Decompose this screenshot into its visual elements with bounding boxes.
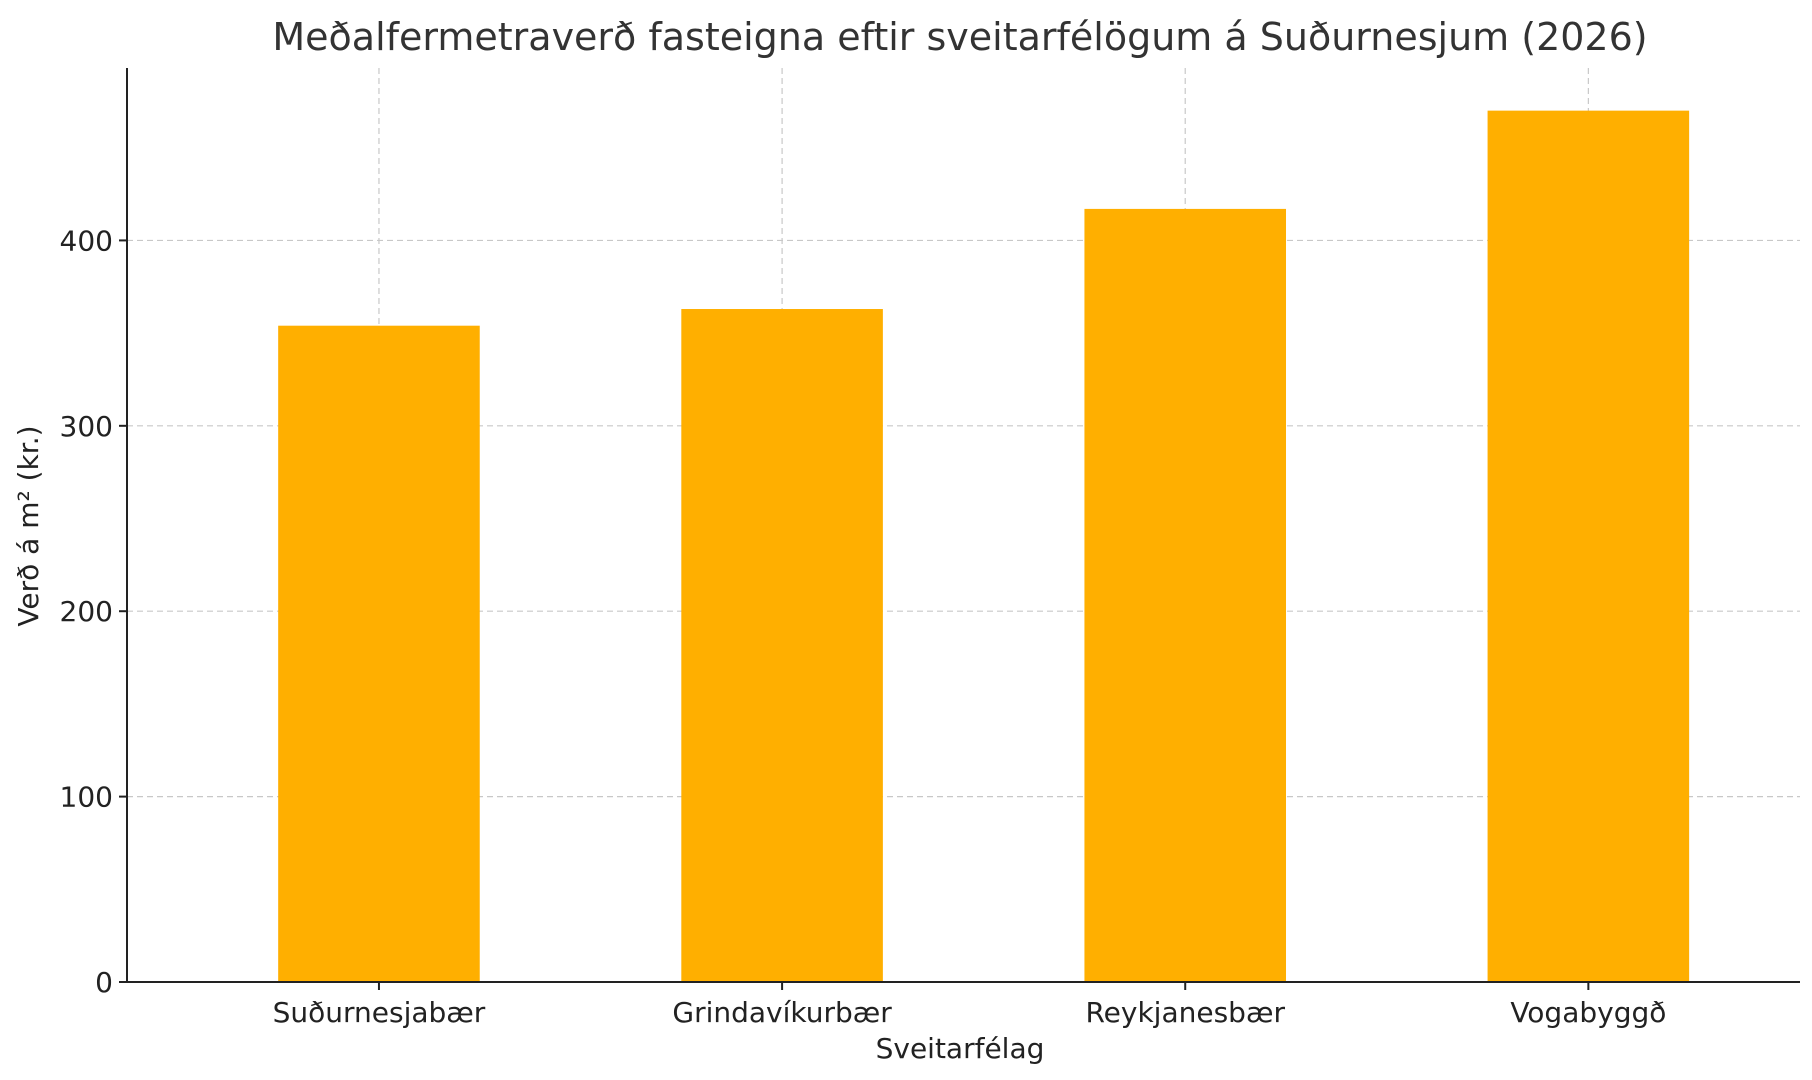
bar: [1084, 208, 1287, 982]
y-tick-label: 400: [60, 224, 113, 257]
x-tick-label: Vogabyggð: [1510, 996, 1666, 1029]
bar: [681, 309, 883, 983]
chart-title: Meðalfermetraverð fasteigna eftir sveita…: [272, 15, 1647, 59]
bar: [278, 325, 480, 982]
x-tick-label: Grindavíkurbær: [672, 996, 892, 1029]
bars: [278, 110, 1690, 983]
y-tick-label: 200: [60, 595, 113, 628]
y-axis-ticks: 0 100 200 300 400: [60, 224, 127, 999]
x-tick-label: Reykjanesbær: [1085, 996, 1285, 1029]
y-tick-label: 300: [60, 410, 113, 443]
y-tick-label: 100: [60, 781, 113, 814]
bar: [1487, 110, 1690, 982]
x-tick-label: Suðurnesjabær: [273, 996, 486, 1029]
x-axis-label: Sveitarfélag: [876, 1032, 1045, 1065]
y-axis-label: Verð á m² (kr.): [12, 425, 45, 626]
x-axis-ticks: Suðurnesjabær Grindavíkurbær Reykjanesbær V…: [273, 982, 1666, 1029]
y-tick-label: 0: [95, 966, 113, 999]
